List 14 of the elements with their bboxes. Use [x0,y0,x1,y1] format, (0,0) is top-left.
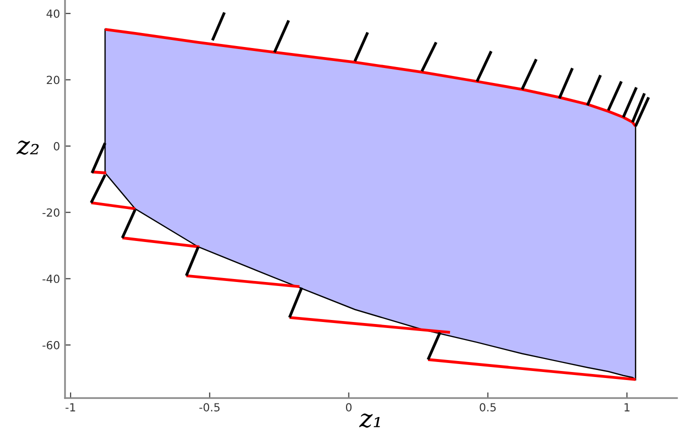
x-tick-label: 1 [624,403,630,412]
line-series [104,28,637,128]
y-axis-title: z₂ [16,140,39,155]
y-tick-label: 40 [46,9,60,18]
x-tick-label: 0.5 [480,403,496,412]
y-tick-label: -20 [42,208,60,217]
y-tick-label: 20 [46,76,60,84]
x-tick-label: 0 [346,403,352,412]
x-tick-label: -0.5 [199,403,220,412]
y-tick-label: 0 [54,142,60,150]
y-tick-label: -60 [42,340,60,350]
x-tick-label: -1 [66,403,76,412]
x-axis-title: z₁ [359,413,380,428]
y-tick-label: -40 [42,274,60,284]
